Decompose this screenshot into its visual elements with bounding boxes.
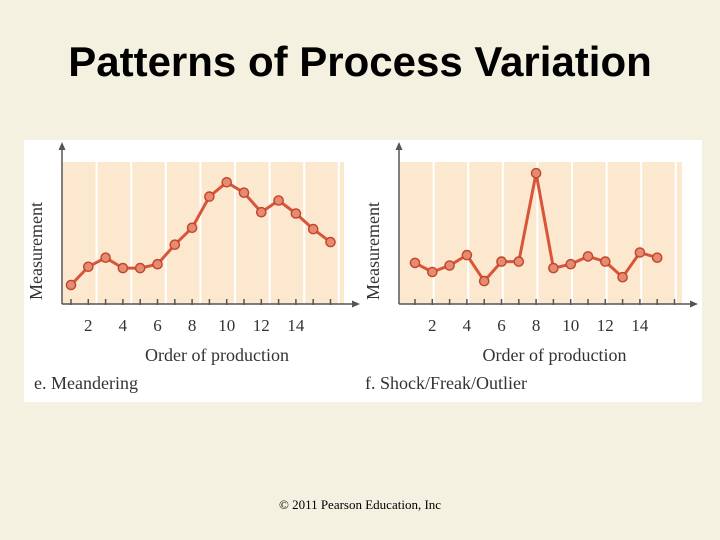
series-line — [69, 180, 332, 287]
x-axis-arrow — [352, 300, 360, 308]
data-point — [426, 266, 438, 278]
chart-1: 2 4 6 8 10 12 14 Order of production Measurement… — [26, 142, 360, 393]
data-point — [169, 239, 181, 250]
plot-background — [399, 162, 682, 304]
x-tick-label: 6 — [497, 316, 506, 335]
x-axis-title: Order of production — [483, 345, 627, 365]
data-point — [290, 208, 302, 219]
data-point — [238, 187, 250, 199]
plot-background — [62, 162, 344, 304]
data-point — [600, 256, 611, 267]
x-axis-arrow — [690, 300, 698, 308]
y-axis-arrow — [58, 142, 66, 150]
x-tick-label: 12 — [597, 316, 614, 335]
y-axis-arrow — [395, 142, 403, 150]
data-point — [565, 258, 577, 270]
chart-caption: e. Meandering — [34, 373, 138, 393]
chart-caption: f. Shock/Freak/Outlier — [365, 373, 527, 393]
data-point — [444, 260, 455, 271]
data-point — [409, 257, 421, 269]
data-point — [100, 252, 111, 263]
data-point — [186, 222, 198, 234]
y-axis-title: Measurement — [26, 202, 46, 300]
y-axis-title: Measurement — [363, 202, 383, 300]
data-point — [273, 195, 284, 206]
x-tick-label: 12 — [253, 316, 270, 335]
x-tick-label: 14 — [631, 316, 649, 335]
data-point — [83, 261, 94, 273]
data-point — [117, 262, 129, 274]
x-tick-label: 14 — [287, 316, 305, 335]
data-point — [461, 249, 473, 261]
copyright-text: © 2011 Pearson Education, Inc — [278, 497, 442, 512]
data-point — [548, 262, 559, 274]
data-point — [325, 236, 336, 248]
x-tick-label: 2 — [428, 316, 437, 335]
x-tick-label: 10 — [218, 316, 235, 335]
data-point — [134, 262, 146, 274]
data-point — [255, 206, 267, 218]
x-tick-label: 8 — [188, 316, 197, 335]
data-point — [152, 258, 163, 270]
data-point — [651, 252, 663, 263]
data-point — [634, 247, 646, 258]
x-tick-label: 4 — [119, 316, 128, 335]
figure-panel: 2 4 6 8 10 12 14 Order of production Measurement… — [24, 140, 702, 402]
slide-title: Patterns of Process Variation — [68, 38, 652, 85]
x-tick-label: 4 — [463, 316, 472, 335]
data-point — [204, 191, 215, 202]
data-point — [307, 223, 319, 235]
data-point — [478, 275, 490, 287]
data-point — [582, 251, 594, 262]
data-point — [530, 167, 542, 179]
data-point — [65, 279, 77, 291]
x-tick-label: 8 — [532, 316, 541, 335]
x-tick-label: 6 — [153, 316, 162, 335]
x-tick-label: 2 — [84, 316, 93, 335]
data-point — [496, 256, 507, 267]
data-point — [221, 177, 232, 188]
data-point — [513, 256, 525, 267]
x-axis-title: Order of production — [145, 345, 289, 365]
x-tick-label: 10 — [562, 316, 579, 335]
data-point — [617, 271, 628, 283]
